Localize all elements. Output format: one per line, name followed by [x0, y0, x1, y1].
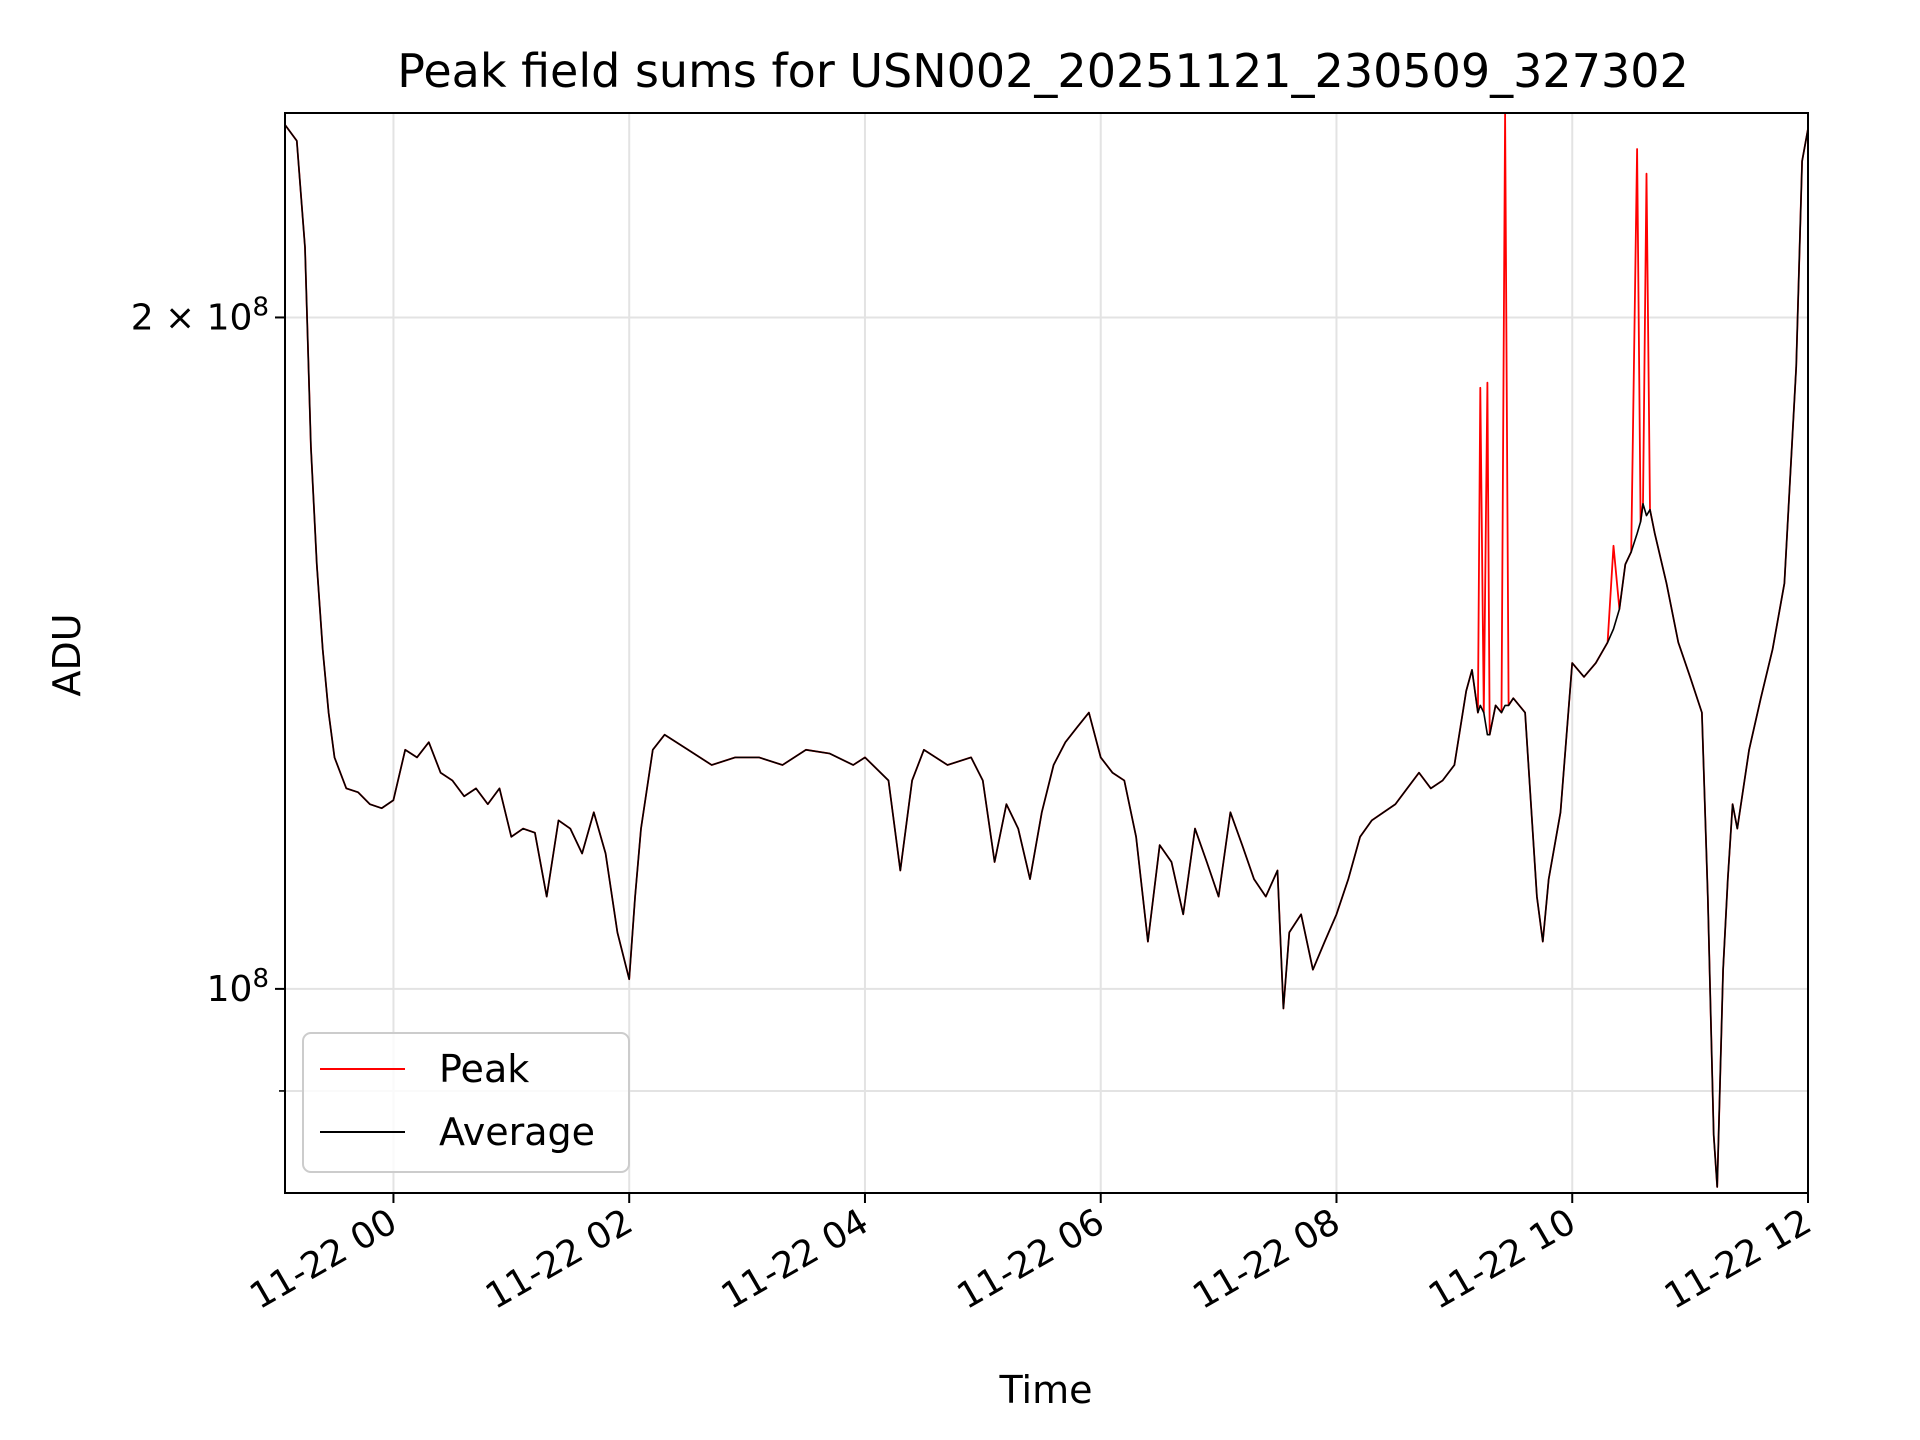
y-axis-ticks: 108 2 × 108 — [131, 292, 285, 1092]
legend-label-peak: Peak — [439, 1047, 529, 1091]
y-tick-label: 108 — [207, 964, 269, 1010]
legend-box — [302, 1032, 630, 1173]
x-axis-label: Time — [999, 1368, 1093, 1412]
legend: Peak Average — [302, 1032, 630, 1173]
series-average-line — [284, 124, 1809, 1188]
y-tick-label: 2 × 108 — [131, 292, 269, 338]
legend-label-average: Average — [439, 1110, 595, 1154]
plot-frame — [284, 112, 1809, 1194]
chart-title: Peak field sums for USN002_20251121_2305… — [397, 44, 1689, 98]
y-axis-label: ADU — [45, 613, 89, 696]
series-layer — [284, 112, 1809, 1188]
